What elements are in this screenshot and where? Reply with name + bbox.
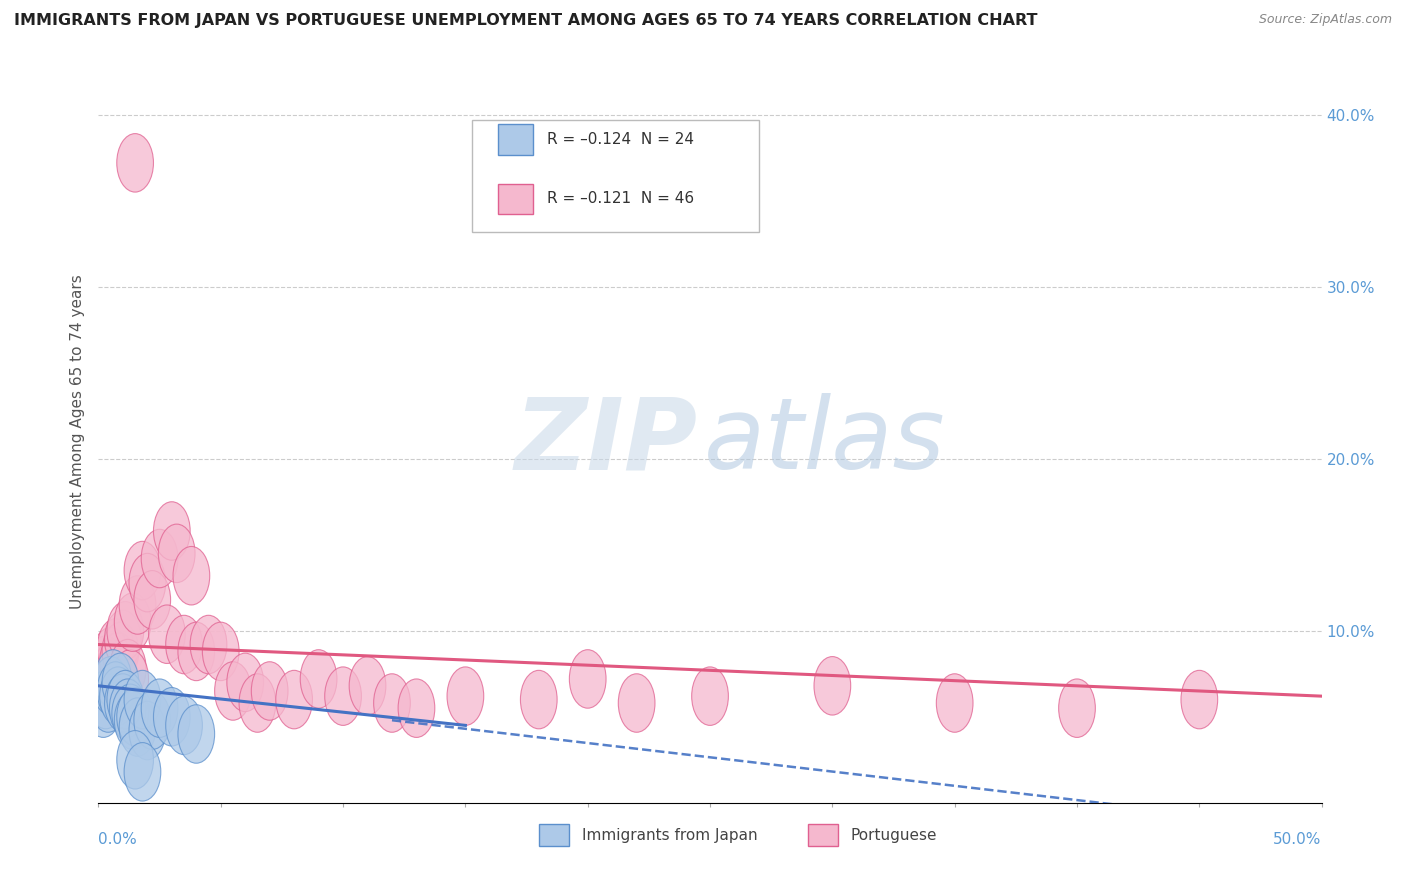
Ellipse shape: [114, 593, 150, 651]
Ellipse shape: [349, 657, 385, 715]
Ellipse shape: [120, 698, 156, 756]
Ellipse shape: [141, 679, 179, 738]
Ellipse shape: [93, 657, 129, 715]
Text: Source: ZipAtlas.com: Source: ZipAtlas.com: [1258, 13, 1392, 27]
Ellipse shape: [117, 731, 153, 789]
Ellipse shape: [84, 645, 122, 703]
Ellipse shape: [215, 662, 252, 720]
Ellipse shape: [100, 667, 136, 725]
Ellipse shape: [120, 575, 156, 634]
Ellipse shape: [87, 636, 124, 694]
Ellipse shape: [447, 667, 484, 725]
Ellipse shape: [1181, 671, 1218, 729]
Ellipse shape: [104, 673, 141, 732]
FancyBboxPatch shape: [498, 124, 533, 154]
Ellipse shape: [190, 615, 226, 673]
Text: R = –0.124  N = 24: R = –0.124 N = 24: [547, 132, 695, 147]
Ellipse shape: [129, 553, 166, 612]
Ellipse shape: [90, 673, 127, 732]
Ellipse shape: [179, 623, 215, 681]
FancyBboxPatch shape: [538, 824, 569, 847]
Ellipse shape: [110, 679, 146, 738]
Ellipse shape: [252, 662, 288, 720]
Text: 0.0%: 0.0%: [98, 831, 138, 847]
Text: atlas: atlas: [704, 393, 946, 490]
Ellipse shape: [124, 671, 160, 729]
Y-axis label: Unemployment Among Ages 65 to 74 years: Unemployment Among Ages 65 to 74 years: [69, 274, 84, 609]
Ellipse shape: [97, 662, 134, 720]
Ellipse shape: [166, 615, 202, 673]
Ellipse shape: [93, 627, 129, 686]
Ellipse shape: [124, 541, 160, 599]
Ellipse shape: [117, 134, 153, 192]
Ellipse shape: [103, 653, 139, 712]
Ellipse shape: [90, 649, 127, 708]
Ellipse shape: [153, 501, 190, 560]
FancyBboxPatch shape: [471, 120, 759, 232]
Ellipse shape: [569, 649, 606, 708]
Ellipse shape: [104, 610, 141, 669]
FancyBboxPatch shape: [808, 824, 838, 847]
Ellipse shape: [103, 623, 139, 681]
Ellipse shape: [87, 671, 124, 729]
Ellipse shape: [94, 640, 131, 698]
Ellipse shape: [520, 671, 557, 729]
Ellipse shape: [166, 696, 202, 755]
Text: Immigrants from Japan: Immigrants from Japan: [582, 828, 758, 843]
Ellipse shape: [141, 529, 179, 588]
Ellipse shape: [619, 673, 655, 732]
Text: R = –0.121  N = 46: R = –0.121 N = 46: [547, 191, 695, 206]
Ellipse shape: [173, 547, 209, 605]
Text: 50.0%: 50.0%: [1274, 831, 1322, 847]
Ellipse shape: [112, 649, 149, 708]
Ellipse shape: [129, 701, 166, 760]
Ellipse shape: [107, 601, 143, 660]
Ellipse shape: [159, 524, 195, 582]
Ellipse shape: [936, 673, 973, 732]
Ellipse shape: [114, 691, 150, 749]
Ellipse shape: [84, 679, 122, 738]
Ellipse shape: [124, 742, 160, 801]
Ellipse shape: [97, 619, 134, 677]
Ellipse shape: [239, 673, 276, 732]
Ellipse shape: [374, 673, 411, 732]
Text: Portuguese: Portuguese: [851, 828, 938, 843]
Ellipse shape: [107, 671, 143, 729]
Ellipse shape: [149, 605, 186, 664]
FancyBboxPatch shape: [498, 184, 533, 214]
Ellipse shape: [110, 640, 146, 698]
Ellipse shape: [398, 679, 434, 738]
Text: IMMIGRANTS FROM JAPAN VS PORTUGUESE UNEMPLOYMENT AMONG AGES 65 TO 74 YEARS CORRE: IMMIGRANTS FROM JAPAN VS PORTUGUESE UNEM…: [14, 13, 1038, 29]
Ellipse shape: [117, 688, 153, 746]
Ellipse shape: [202, 623, 239, 681]
Ellipse shape: [134, 571, 170, 629]
Ellipse shape: [100, 632, 136, 691]
Ellipse shape: [153, 688, 190, 746]
Ellipse shape: [276, 671, 312, 729]
Ellipse shape: [814, 657, 851, 715]
Ellipse shape: [692, 667, 728, 725]
Text: ZIP: ZIP: [515, 393, 697, 490]
Ellipse shape: [112, 684, 149, 742]
Ellipse shape: [325, 667, 361, 725]
Ellipse shape: [179, 705, 215, 764]
Ellipse shape: [94, 649, 131, 708]
Ellipse shape: [301, 649, 337, 708]
Ellipse shape: [134, 691, 170, 749]
Ellipse shape: [1059, 679, 1095, 738]
Ellipse shape: [226, 653, 263, 712]
